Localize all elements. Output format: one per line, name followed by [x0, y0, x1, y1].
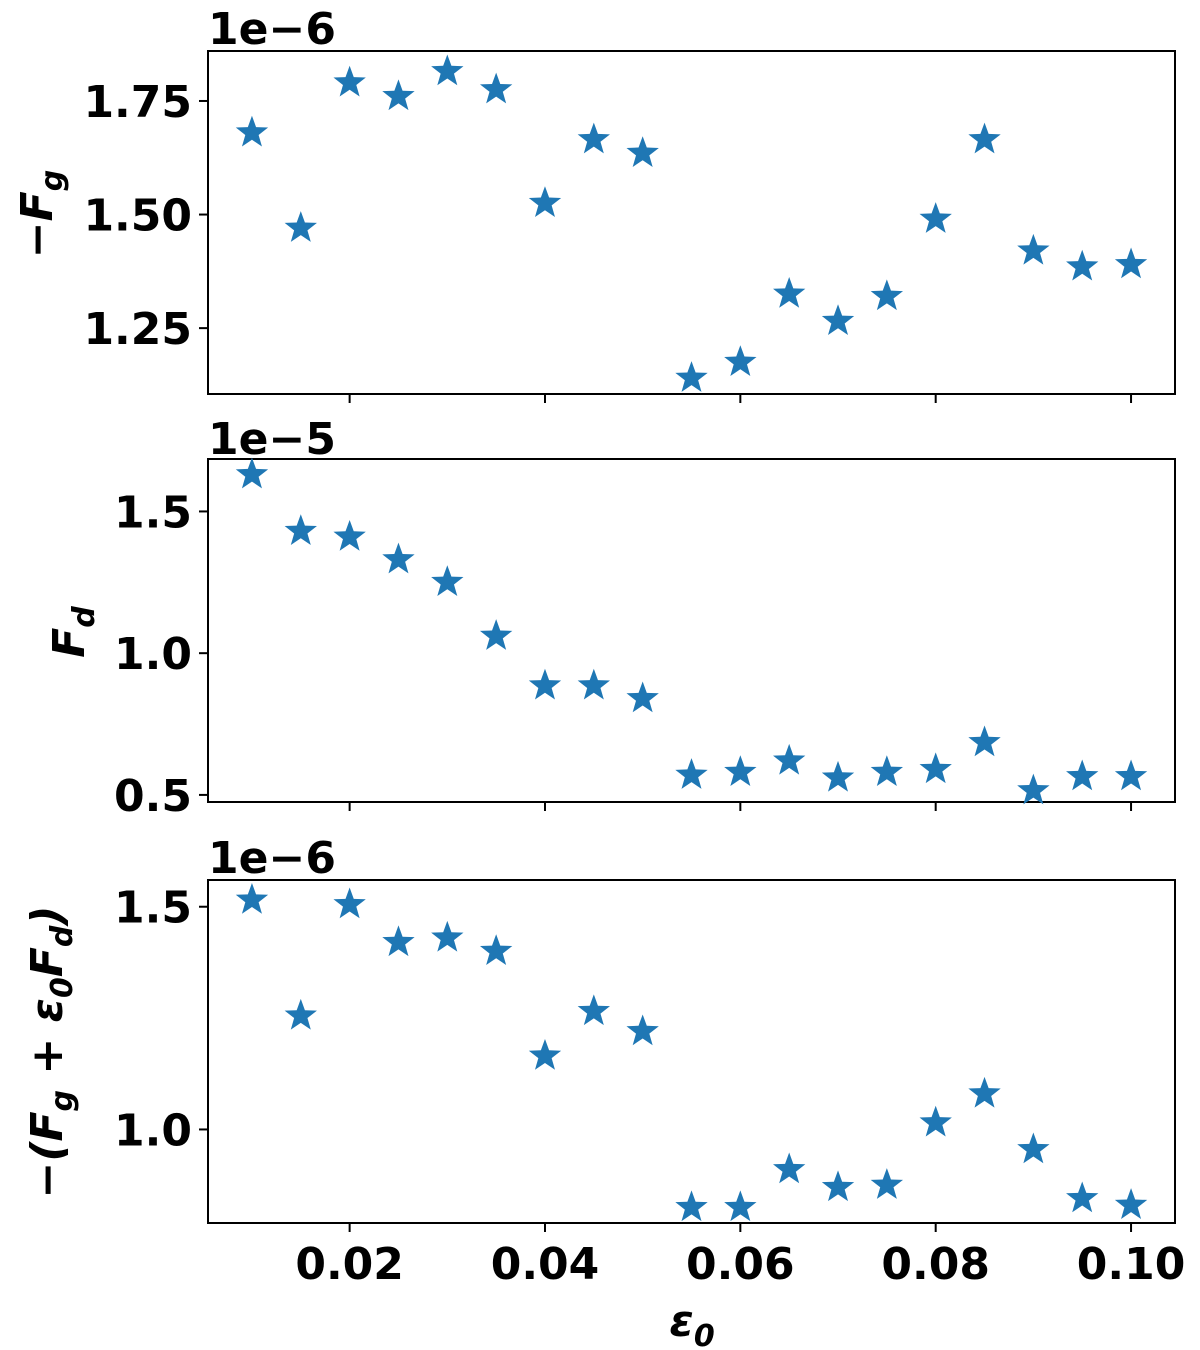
- data-point-star: [382, 542, 415, 574]
- data-point-star: [919, 1105, 952, 1137]
- data-point-star: [626, 1014, 659, 1046]
- y-tick-label: 1.50: [83, 191, 192, 242]
- data-point-star: [284, 998, 317, 1030]
- data-point-star: [724, 345, 757, 376]
- data-point-star: [235, 883, 269, 914]
- data-point-star: [284, 211, 317, 242]
- data-point-star: [479, 72, 513, 104]
- y-tick-label: 1.0: [114, 1105, 192, 1156]
- panel-combined: 1e−6 −(Fg + ε0Fd) 1.0 1.5 0.02 0.04 0.06 0.08…: [22, 833, 1185, 1350]
- data-point-star: [1066, 759, 1099, 791]
- data-point-star: [675, 758, 708, 789]
- x-tick-label: 0.04: [491, 1239, 600, 1290]
- plot-frame: [207, 50, 1176, 395]
- data-point-star: [284, 514, 317, 546]
- y-tick-label: 1.75: [83, 77, 192, 128]
- data-point-star: [870, 1168, 904, 1199]
- data-point-star: [724, 1190, 757, 1222]
- y-tick-label: 0.5: [114, 771, 192, 822]
- y-tick-label: 1.0: [114, 629, 192, 680]
- data-point-star: [528, 668, 562, 700]
- data-point-star: [773, 277, 806, 308]
- x-tick-label: 0.10: [1077, 1239, 1186, 1290]
- data-point-star: [1114, 759, 1148, 791]
- data-point-star: [479, 934, 513, 966]
- data-point-star: [1066, 1181, 1099, 1213]
- x-tick-label: 0.08: [881, 1239, 990, 1290]
- data-point-star: [431, 920, 464, 952]
- data-point-star: [382, 79, 415, 111]
- data-point-star: [1017, 1132, 1050, 1164]
- data-point-star: [577, 668, 610, 700]
- data-point-star: [577, 994, 610, 1026]
- plot-frame: [207, 879, 1176, 1224]
- data-point-star: [821, 304, 855, 336]
- data-point-star: [919, 202, 952, 233]
- data-point-star: [821, 760, 855, 792]
- data-point-star: [528, 186, 562, 217]
- data-point-star: [528, 1038, 562, 1070]
- data-point-star: [382, 925, 415, 957]
- data-point-star: [235, 115, 269, 147]
- data-point-star: [235, 457, 269, 489]
- data-point-star: [773, 1152, 806, 1184]
- data-point-star: [1017, 773, 1050, 805]
- y-tick-label: 1.25: [83, 304, 192, 355]
- data-point-star: [479, 619, 513, 650]
- data-point-star: [821, 1170, 855, 1202]
- data-point-star: [1017, 233, 1050, 265]
- data-point-star: [626, 681, 659, 713]
- offset-label: 1e−5: [208, 414, 336, 465]
- x-axis-label: ε0: [669, 1296, 714, 1350]
- data-point-star: [626, 136, 659, 167]
- offset-label: 1e−6: [208, 833, 336, 884]
- data-point-star: [870, 755, 904, 786]
- data-point-star: [1114, 247, 1148, 279]
- data-point-star: [773, 743, 806, 775]
- data-point-star: [724, 755, 757, 786]
- data-point-star: [968, 1076, 1001, 1108]
- y-axis-label: −Fg: [12, 170, 70, 258]
- panel-neg-fg: 1e−6 −Fg 1.25 1.50 1.75: [12, 4, 1176, 403]
- plot-frame: [207, 458, 1176, 803]
- data-point-star: [1114, 1188, 1148, 1219]
- x-tick-label: 0.02: [295, 1239, 404, 1290]
- data-point-star: [333, 519, 366, 551]
- data-point-star: [919, 752, 952, 784]
- panel-fd: 1e−5 Fd 0.5 1.0 1.5: [44, 414, 1176, 822]
- data-point-star: [431, 54, 464, 86]
- y-tick-label: 1.5: [114, 487, 192, 538]
- data-point-star: [675, 361, 708, 392]
- y-axis-label: Fd: [44, 606, 102, 658]
- data-point-star: [333, 887, 366, 919]
- x-tick-label: 0.06: [686, 1239, 795, 1290]
- data-point-star: [1066, 249, 1099, 281]
- data-point-star: [968, 122, 1001, 154]
- data-point-star: [577, 122, 610, 154]
- data-point-star: [675, 1190, 708, 1222]
- data-point-star: [333, 65, 366, 97]
- offset-label: 1e−6: [208, 4, 336, 55]
- data-point-star: [431, 565, 464, 597]
- y-axis-label: −(Fg + ε0Fd): [22, 905, 80, 1198]
- data-point-star: [870, 279, 904, 311]
- data-point-star: [968, 725, 1001, 757]
- y-tick-label: 1.5: [114, 883, 192, 934]
